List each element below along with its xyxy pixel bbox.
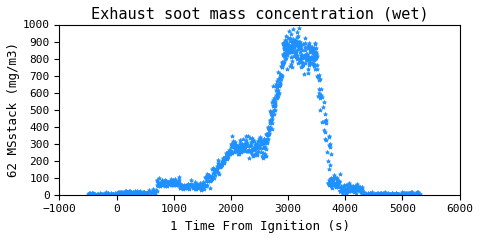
X-axis label: 1 Time From Ignition (s): 1 Time From Ignition (s) — [169, 220, 349, 233]
Title: Exhaust soot mass concentration (wet): Exhaust soot mass concentration (wet) — [91, 7, 428, 22]
Y-axis label: 62 MSstack (mg/m3): 62 MSstack (mg/m3) — [7, 42, 20, 177]
